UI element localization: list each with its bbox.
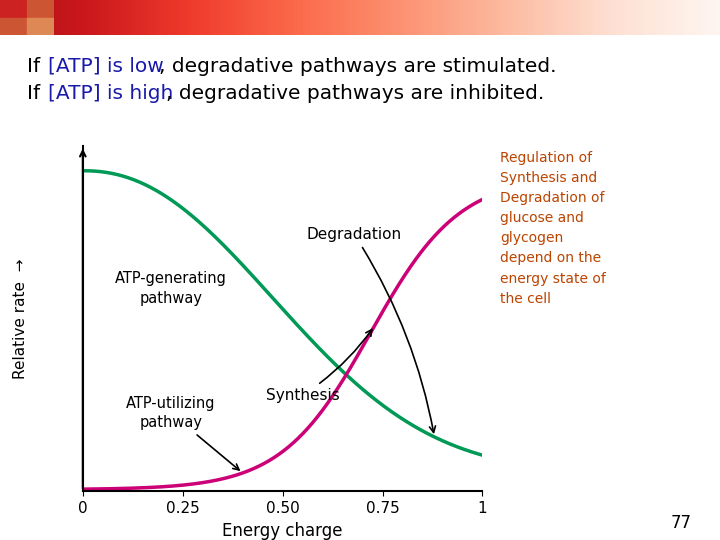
Bar: [0, 17, 27, 35]
Text: Regulation of
Synthesis and
Degradation of
glucose and
glycogen
depend on the
en: Regulation of Synthesis and Degradation …: [500, 151, 606, 306]
Text: If: If: [27, 84, 47, 103]
Text: Degradation: Degradation: [307, 227, 436, 433]
Bar: [27, 0, 54, 17]
X-axis label: Energy charge: Energy charge: [222, 522, 343, 539]
Bar: [27, 17, 54, 35]
Text: ATP-generating
pathway: ATP-generating pathway: [114, 271, 227, 306]
Text: , degradative pathways are inhibited.: , degradative pathways are inhibited.: [166, 84, 544, 103]
Text: Relative rate  →: Relative rate →: [13, 258, 27, 379]
Text: 77: 77: [670, 514, 691, 532]
Bar: [0, 0, 27, 17]
Text: If: If: [27, 57, 47, 76]
Text: ATP-utilizing
pathway: ATP-utilizing pathway: [126, 396, 239, 470]
Text: [ATP] is low: [ATP] is low: [48, 57, 163, 76]
Text: [ATP] is high: [ATP] is high: [48, 84, 173, 103]
Text: Synthesis: Synthesis: [266, 329, 372, 403]
Text: , degradative pathways are stimulated.: , degradative pathways are stimulated.: [159, 57, 557, 76]
